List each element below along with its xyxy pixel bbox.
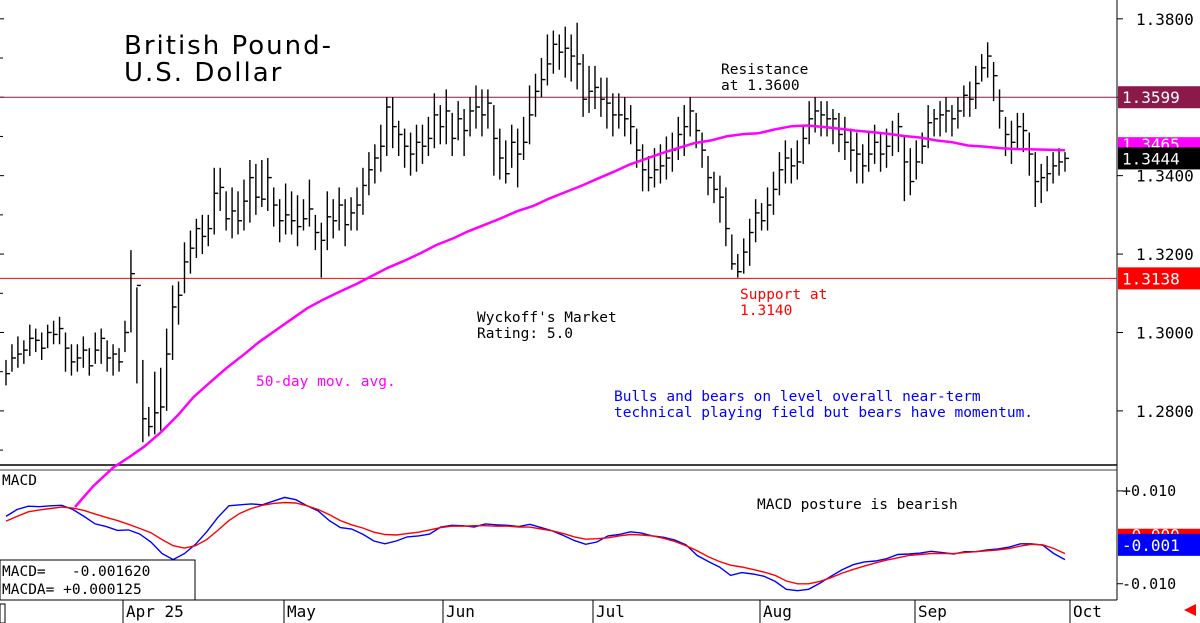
time-axis-label: Jun [446, 602, 475, 621]
macda-line [5, 501, 1066, 585]
resistance-value-badge [1118, 86, 1200, 109]
scroll-left-arrow-icon [1184, 604, 1196, 616]
moving-average-layer [74, 124, 1066, 508]
commentary-line1: Bulls and bears on level overall near-te… [614, 389, 981, 405]
macd-readout: MACD= -0.001620 [2, 564, 150, 580]
price-axis-tick-label: 1.3000 [1136, 323, 1194, 342]
price-axis-tick-label: 1.2800 [1136, 402, 1194, 421]
support-value-badge [1118, 267, 1200, 290]
price-axis-tick-label: 1.3800 [1136, 10, 1194, 29]
macd-layer [5, 496, 1066, 592]
time-axis-label: May [287, 602, 316, 621]
last-price-value-badge-label: 1.3444 [1122, 149, 1180, 168]
macd-value-badge [1118, 533, 1200, 556]
time-axis-label: Apr 25 [126, 602, 184, 621]
chart-title-line1: British Pound- [124, 31, 333, 61]
wyckoff-rating-line2: Rating: 5.0 [477, 326, 573, 342]
macd-value-badge-label: -0.001 [1122, 536, 1180, 555]
time-axis-label: Aug [763, 602, 792, 621]
moving-average-label: 50-day mov. avg. [256, 374, 396, 390]
resistance-value-badge-label: 1.3599 [1122, 88, 1180, 107]
price-axis-tick-label: 1.3400 [1136, 167, 1194, 186]
wyckoff-rating-line1: Wyckoff's Market [477, 310, 617, 326]
macd-panel-label: MACD [2, 473, 37, 489]
chart-title-line2: U.S. Dollar [124, 58, 283, 88]
macd-readout-box [0, 559, 196, 601]
support-annotation-line2: 1.3140 [740, 303, 792, 319]
grid-layer [0, 18, 4, 451]
last-price-value-badge [1118, 147, 1200, 170]
macda-readout: MACDA= +0.000125 [2, 582, 142, 598]
time-axis-label: Sep [918, 602, 947, 621]
macd-line [5, 496, 1066, 592]
moving-average-line [74, 124, 1066, 508]
macd-axis-tick-label: +0.010 [1122, 482, 1176, 500]
axis-labels: 1.38001.36001.34001.32001.30001.2800+0.0… [122, 10, 1200, 623]
macd-posture-annotation: MACD posture is bearish [757, 497, 958, 513]
support-annotation-line1: Support at [740, 287, 827, 303]
macd-axis-tick-label: -0.010 [1122, 575, 1176, 593]
time-axis-label: Oct [1073, 602, 1102, 621]
price-bars [5, 22, 1069, 443]
support-value-badge-label: 1.3138 [1122, 269, 1180, 288]
price-axis-tick-label: 1.3200 [1136, 245, 1194, 264]
resistance-annotation-line2: at 1.3600 [721, 78, 800, 94]
resistance-annotation-line1: Resistance [721, 62, 808, 78]
commentary-line2: technical playing field but bears have m… [614, 405, 1033, 421]
time-axis-label: Jul [596, 602, 625, 621]
level-lines [0, 96, 1117, 279]
frame-corner [0, 603, 6, 623]
